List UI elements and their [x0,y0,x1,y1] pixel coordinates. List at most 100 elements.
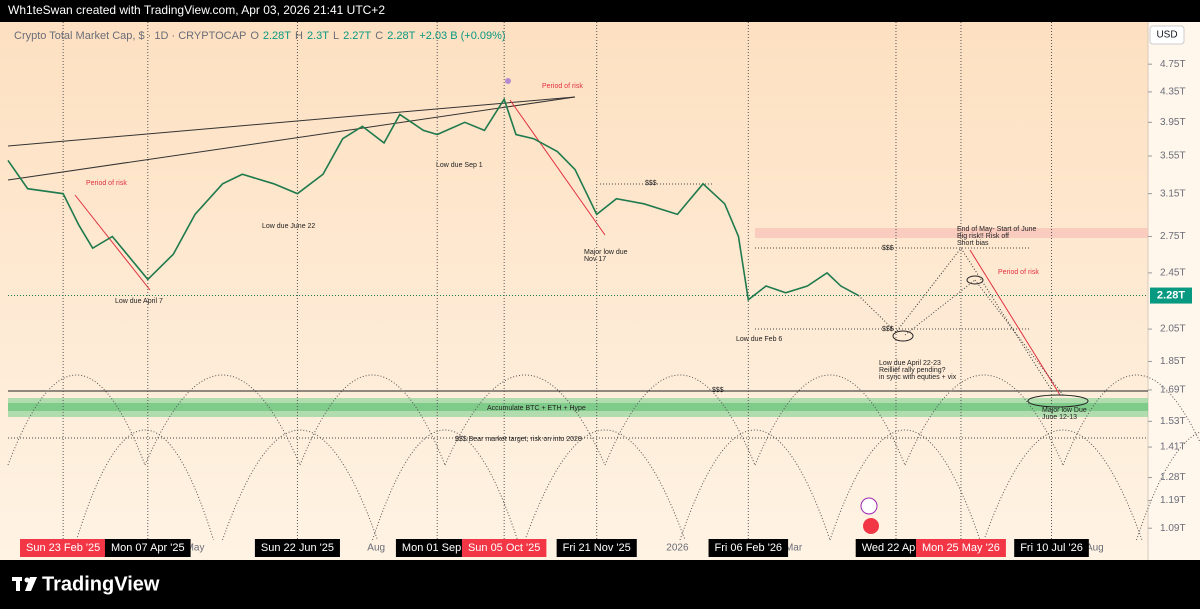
cycle-arc [299,374,446,466]
resistance-zone [755,228,1148,238]
annotation: $$$ [882,326,894,333]
date-label: Mon 25 May '26 [922,542,1000,554]
wedge-line [7,96,576,147]
legend-text: O [250,30,259,42]
y-tick-label: 3.15T [1160,188,1186,199]
annotation: in sync with equties + vix [879,374,957,381]
date-box [104,539,191,557]
date-label: Fri 10 Jul '26 [1020,542,1083,554]
annotation: Major low due [584,249,628,256]
annotation: Period of risk [86,180,127,187]
legend-text: Crypto Total Market Cap, $ · 1D · CRYPTO… [14,30,246,42]
x-tick-label: Aug [367,543,385,554]
cycle-arcs [7,374,1200,541]
annotation: $$$ Bear market target, risk on into 202… [455,436,582,443]
alt-path [974,279,1064,396]
y-tick-label: 1.69T [1160,385,1186,396]
date-box [1014,539,1089,557]
header-bar [0,0,1200,22]
credit: Wh1teSwan created with TradingView.com, … [8,3,385,17]
annotation: June 12-13 [1042,414,1077,421]
legend: Crypto Total Market Cap, $ · 1D · CRYPTO… [14,30,506,42]
y-tick-label: 2.45T [1160,268,1186,279]
y-tick-label: 3.95T [1160,117,1186,128]
marker-ellipse [966,275,984,285]
event-dot [505,78,511,84]
price-box [1150,287,1192,304]
footer-bar [0,560,1200,609]
annotation: Low due April 7 [115,298,163,305]
price-label: 2.28T [1157,289,1185,301]
date-box [708,539,789,557]
annotation: Period of risk [998,269,1039,276]
date-label: Sun 22 Jun '25 [261,542,334,554]
y-tick-label: 1.41T [1160,442,1186,453]
date-label: Sun 23 Feb '25 [26,542,100,554]
date-box [556,539,637,557]
currency-button[interactable] [1149,25,1185,45]
annotation: Low due April 22-23 [879,360,941,367]
risk-line [509,99,606,236]
annotation: $$$ [645,180,657,187]
x-tick-label: Aug [1086,543,1104,554]
annotation: $$$ [882,245,894,252]
annotation: Low due June 22 [262,223,315,230]
legend-text: C [375,30,383,42]
date-box [395,539,479,557]
date-box [915,539,1006,557]
legend-text: H [295,30,303,42]
cycle-arc [983,429,1143,541]
wedge-line [7,96,576,181]
legend-text: L [333,30,339,42]
risk-line [74,194,151,291]
legend-text: 2.28T [387,30,415,42]
projection [858,247,1052,391]
annotation: Short bias [957,240,989,247]
legend-text: 2.27T [343,30,371,42]
cycle-arc [144,374,301,466]
annotation: Period of risk [542,83,583,90]
currency[interactable]: USD [1156,30,1177,41]
event-icon[interactable] [863,518,879,534]
y-tick-label: 4.75T [1160,59,1186,70]
y-tick-label: 2.75T [1160,231,1186,242]
date-box [254,539,340,557]
date-box [19,539,107,557]
chart-background [0,22,1200,560]
cycle-arc [444,374,606,466]
x-tick-label: 2026 [666,543,689,554]
legend-text: 2.28T [263,30,291,42]
price-line-series [7,97,859,302]
y-tick-label: 2.05T [1160,324,1186,335]
cycle-arc [222,429,378,541]
annotation: Nov 17 [584,256,606,263]
marker-ellipse [892,330,914,342]
y-tick-label: 1.09T [1160,523,1186,534]
y-tick-label: 1.28T [1160,472,1186,483]
y-tick-label: 4.35T [1160,87,1186,98]
y-tick-label: 3.55T [1160,151,1186,162]
annotation: Reillief rally pending? [879,367,946,374]
logo [12,577,37,591]
legend-text: +2.03 B (+0.09%) [419,30,505,42]
date-label: Mon 07 Apr '25 [111,542,185,554]
date-box [461,539,547,557]
brand: TradingView [42,573,160,595]
annotation: Big risk!! Risk off [957,233,1009,240]
x-tick-label: Mar [785,543,803,554]
date-label: Sun 05 Oct '25 [468,542,540,554]
marker-ellipse [1027,394,1089,408]
annotation: Major low Due [1042,407,1087,414]
y-tick-label: 1.19T [1160,495,1186,506]
event-icon[interactable] [860,497,878,515]
cycle-arc [7,374,146,466]
date-label: Wed 22 Apr '2 [862,542,931,554]
date-label: Mon 01 Sep '2 [402,542,473,554]
annotation: Low due Sep 1 [436,162,483,169]
annotation: Low due Feb 6 [736,336,782,343]
date-label: Fri 21 Nov '25 [563,542,631,554]
cycle-arc [524,429,686,541]
y-tick-label: 1.53T [1160,416,1186,427]
cycle-arc [1062,374,1200,466]
